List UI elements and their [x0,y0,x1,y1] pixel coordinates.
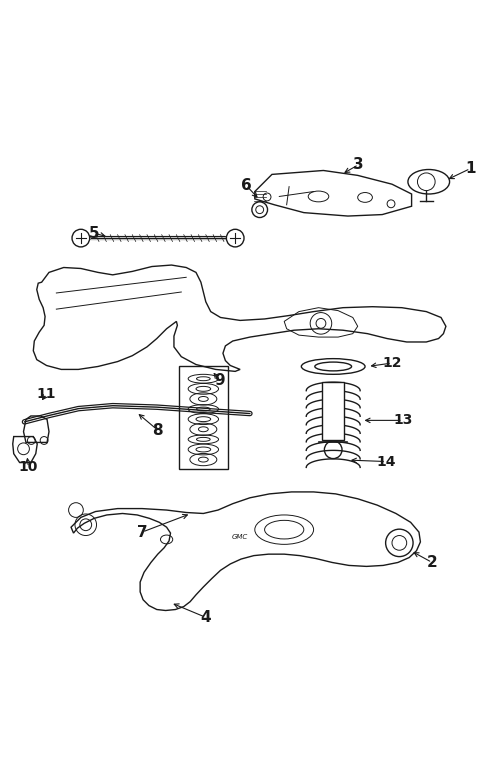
Text: 8: 8 [152,423,163,438]
Text: 13: 13 [393,413,413,427]
Text: 3: 3 [353,157,364,172]
Text: 6: 6 [241,178,251,193]
Text: 7: 7 [137,525,147,540]
Text: 12: 12 [382,356,402,370]
Text: 14: 14 [376,455,396,469]
Text: 2: 2 [427,555,438,570]
Text: GMC: GMC [232,534,248,540]
Bar [322,381,344,441]
Text: 11: 11 [37,387,56,401]
Text: 4: 4 [200,610,211,625]
Text: 1: 1 [465,161,476,176]
Text: 10: 10 [19,460,38,474]
Bar [179,367,228,470]
Text: 9: 9 [214,373,225,388]
Text: 5: 5 [89,225,99,241]
